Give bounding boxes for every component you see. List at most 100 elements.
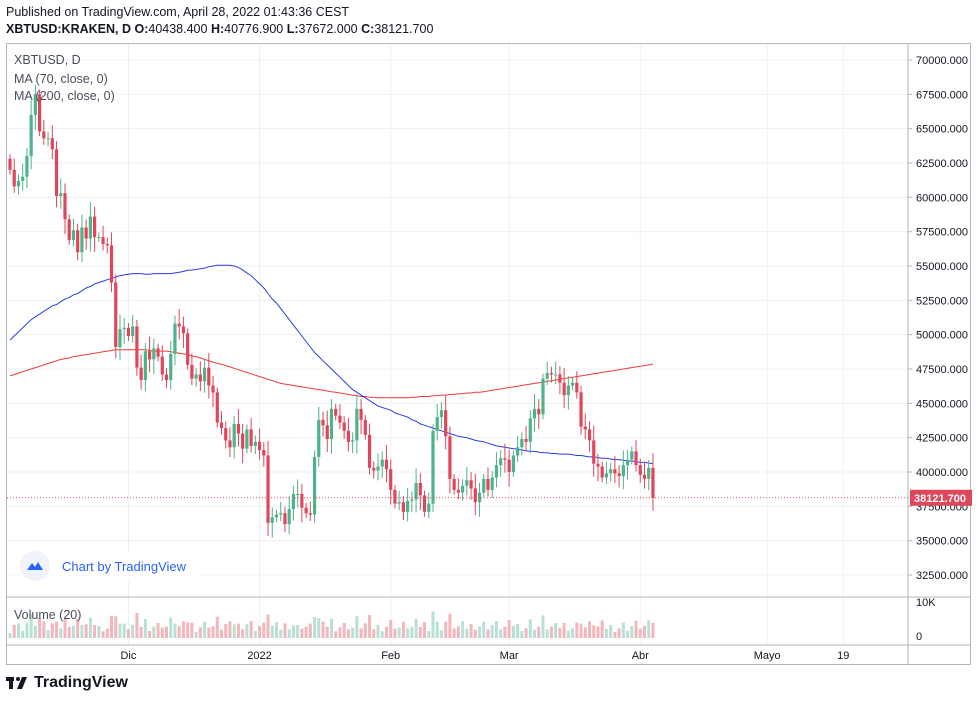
candle-body <box>448 436 452 479</box>
candle-body <box>499 458 503 466</box>
low-label: L: <box>286 22 299 36</box>
high-label: H: <box>210 22 225 36</box>
candle-body <box>355 408 359 441</box>
volume-bar <box>643 626 646 638</box>
volume-bar <box>118 623 122 638</box>
volume-bar <box>186 622 190 638</box>
x-tick-label: 19 <box>837 650 849 662</box>
tradingview-cloud-icon <box>20 551 50 581</box>
candle-body <box>312 456 317 515</box>
candle-body <box>105 244 109 246</box>
candle-body <box>579 392 583 427</box>
close-label: C: <box>361 22 375 36</box>
candle-body <box>253 441 257 446</box>
ma70-line <box>9 264 654 465</box>
volume-bar <box>317 618 321 638</box>
y-tick-label: 50000.000 <box>916 330 968 342</box>
volume-axis-label: 10K <box>916 597 936 609</box>
volume-bar <box>401 621 405 638</box>
candle-body <box>232 423 236 448</box>
volume-bar <box>12 625 16 638</box>
volume-bar <box>135 613 139 638</box>
candle-body <box>274 514 279 518</box>
volume-bar <box>571 628 575 638</box>
candle-body <box>93 216 97 238</box>
y-tick-label: 57500.000 <box>916 227 968 239</box>
volume-bar <box>321 621 325 638</box>
footer-logo[interactable]: TradingView <box>6 674 128 692</box>
ma200-line <box>9 349 654 399</box>
candle-body <box>609 469 613 474</box>
volume-bar <box>554 623 558 638</box>
candle-body <box>528 418 532 442</box>
volume-bar <box>524 628 528 638</box>
candle-body <box>29 114 33 157</box>
candle-body <box>422 495 427 512</box>
volume-bar <box>456 626 460 638</box>
volume-bar <box>236 623 240 638</box>
volume-bar <box>363 623 367 638</box>
volume-bar <box>16 623 20 638</box>
candle-body <box>541 378 545 415</box>
candle-body <box>262 450 266 456</box>
candle-body <box>84 227 88 239</box>
volume-bar <box>220 629 223 638</box>
volume-bar <box>93 625 97 638</box>
candle-body <box>224 428 228 441</box>
candle-body <box>152 348 156 360</box>
volume-bar <box>397 627 401 638</box>
y-tick-label: 47500.000 <box>916 364 968 376</box>
volume-bar <box>110 616 114 638</box>
chart-by-text[interactable]: Chart by TradingView <box>62 558 187 574</box>
last-price-label: 38121.700 <box>914 493 966 505</box>
chart-by-tradingview-badge[interactable]: Chart by TradingView <box>20 551 202 581</box>
volume-bar <box>469 624 473 638</box>
candle-body <box>372 467 376 471</box>
volume-bar <box>439 630 443 638</box>
candle-body <box>444 410 448 437</box>
volume-bar <box>21 631 25 638</box>
volume-bar <box>126 629 130 638</box>
volume-bar <box>588 621 592 638</box>
candle-body <box>114 282 118 348</box>
volume-bar <box>473 629 477 638</box>
volume-bar <box>494 621 498 638</box>
volume-bar <box>376 625 380 638</box>
volume-bar <box>617 628 621 638</box>
x-tick-label: 2022 <box>247 650 271 662</box>
volume-bar <box>203 621 207 638</box>
candle-body <box>587 429 592 441</box>
candle-body <box>236 423 241 434</box>
candle-body <box>135 326 139 368</box>
candle-body <box>367 434 372 468</box>
candle-body <box>503 458 507 460</box>
x-tick-label: Mayo <box>754 650 781 662</box>
volume-bar <box>33 626 37 638</box>
candle-body <box>71 230 76 240</box>
volume-bar <box>181 621 185 638</box>
candle-body <box>346 430 350 442</box>
volume-bar <box>520 631 524 638</box>
volume-bar <box>131 624 135 638</box>
open-label: O: <box>134 22 149 36</box>
volume-bar <box>101 631 105 638</box>
candle-body <box>173 323 177 354</box>
volume-bar <box>334 631 338 638</box>
volume-bar <box>29 614 33 638</box>
candle-body <box>473 488 477 503</box>
candle-body <box>393 489 397 504</box>
candle-body <box>524 439 528 442</box>
candle-body <box>296 493 300 495</box>
y-tick-label: 52500.000 <box>916 295 968 307</box>
candle-body <box>465 480 469 486</box>
volume-bar <box>160 627 164 638</box>
volume-bar <box>325 626 329 638</box>
candle-body <box>406 500 410 512</box>
volume-bar <box>444 621 448 638</box>
candle-body <box>469 480 473 489</box>
legend-volume: Volume (20) <box>14 608 82 622</box>
candle-body <box>198 374 202 382</box>
candle-body <box>494 465 499 478</box>
volume-bar <box>583 627 587 638</box>
